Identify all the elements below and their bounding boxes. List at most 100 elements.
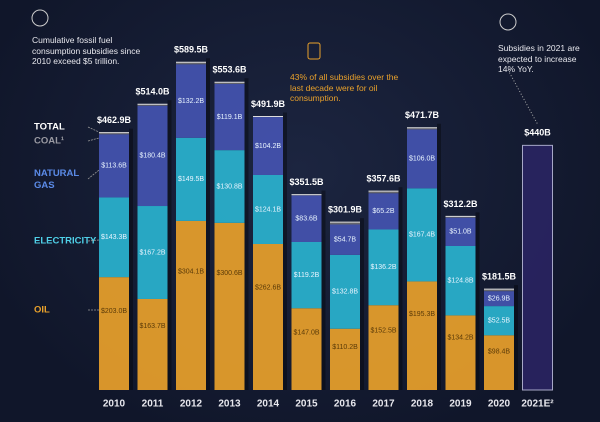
bar-segment — [330, 224, 360, 255]
bar-side — [475, 212, 480, 390]
bar-segment — [445, 217, 476, 246]
value-label: $147.0B — [293, 330, 319, 337]
pointer — [507, 69, 539, 126]
legend-label: NATURAL GAS — [34, 168, 79, 191]
value-label: $143.3B — [101, 234, 127, 241]
bar-segment — [368, 191, 399, 194]
bar-segment — [253, 243, 283, 390]
bar-segment — [445, 245, 476, 316]
bar-segment — [214, 222, 245, 390]
x-tick-label: 2016 — [334, 399, 357, 410]
value-label: $300.6B — [216, 270, 242, 277]
bar-side — [437, 123, 441, 390]
value-label: $124.1B — [255, 206, 281, 213]
value-label: $134.2B — [447, 335, 473, 342]
x-tick-label: 2010 — [103, 399, 126, 410]
value-label: $106.0B — [409, 156, 435, 163]
annotation: Cumulative fossil fuel consumption subsi… — [32, 35, 141, 66]
bar-segment — [330, 328, 360, 390]
bar-side — [360, 218, 364, 390]
bar-segment — [99, 132, 129, 135]
bar-side — [167, 100, 172, 390]
value-label: $26.9B — [488, 295, 511, 302]
bar-segment — [368, 305, 399, 390]
bar-segment — [99, 277, 129, 390]
bar-segment — [445, 315, 476, 390]
bar-segment — [445, 216, 476, 218]
value-label: $104.2B — [255, 143, 281, 150]
value-label: $149.5B — [178, 176, 204, 183]
icon-factory — [499, 13, 517, 31]
x-tick-label: 2012 — [180, 399, 203, 410]
legend-leader — [87, 126, 100, 133]
bar-segment — [176, 137, 206, 221]
total-label: $553.6B — [212, 65, 247, 75]
bar-segment — [137, 104, 168, 106]
total-label: $301.9B — [328, 205, 363, 215]
value-label: $113.6B — [101, 163, 127, 170]
icon-coin — [31, 9, 49, 27]
bar-segment — [291, 308, 322, 390]
value-label: $119.2B — [294, 272, 320, 279]
legend-leader — [87, 137, 100, 142]
legend-line: GAS — [34, 180, 55, 191]
bar-segment — [291, 195, 322, 242]
value-label: $167.2B — [139, 249, 165, 256]
value-label: $262.6B — [255, 285, 281, 292]
value-label: $132.8B — [332, 289, 358, 296]
legend-line: NATURAL — [34, 168, 79, 179]
x-tick-label: 2011 — [142, 399, 164, 410]
bar-segment — [368, 229, 399, 306]
x-tick-label: 2017 — [372, 399, 395, 410]
x-tick-label: 2014 — [257, 399, 280, 410]
x-tick-label: 2018 — [411, 399, 434, 410]
value-label: $203.0B — [101, 308, 127, 315]
total-label: $491.9B — [251, 99, 286, 109]
bar-side — [283, 112, 287, 390]
total-label: $514.0B — [135, 87, 170, 97]
bar-segment — [253, 174, 283, 244]
x-tick-label: 2013 — [218, 399, 241, 410]
bar-segment — [368, 193, 399, 230]
value-label: $163.7B — [139, 323, 165, 330]
value-label: $152.5B — [370, 327, 396, 334]
value-label: $304.1B — [178, 268, 204, 275]
bar-segment — [176, 64, 206, 138]
x-tick-label: 2020 — [488, 399, 511, 410]
icon-barrel — [307, 42, 321, 60]
bar-side — [321, 190, 326, 390]
bar-segment — [407, 188, 437, 282]
bar-side — [244, 78, 249, 391]
legend-leader — [87, 169, 100, 180]
value-label: $52.5B — [488, 318, 511, 325]
value-label: $124.8B — [447, 278, 473, 285]
value-label: $110.2B — [332, 344, 358, 351]
bar-segment — [176, 220, 206, 390]
value-label: $130.8B — [216, 183, 242, 190]
bar-segment — [214, 82, 245, 84]
bar-side — [514, 285, 518, 390]
bar-segment — [99, 134, 129, 198]
value-label: $83.6B — [295, 216, 318, 223]
bar-segment — [484, 306, 514, 336]
value-label: $167.4B — [409, 232, 435, 239]
bar-segment — [407, 127, 437, 130]
bar-segment — [176, 62, 206, 65]
legend-leader — [87, 239, 100, 242]
value-label: $132.2B — [178, 98, 204, 105]
bar-side — [398, 187, 403, 390]
bar-outline — [522, 144, 553, 391]
x-tick-label: 2015 — [295, 399, 318, 410]
bar-side — [206, 58, 210, 390]
bar-segment — [291, 241, 322, 309]
value-label: $98.4B — [488, 349, 511, 356]
annotation: 43% of all subsidies over the last decad… — [290, 72, 399, 103]
bar-segment — [484, 335, 514, 390]
total-label: $181.5B — [482, 271, 517, 281]
legend-label: TOTAL — [34, 122, 65, 133]
total-label: $471.7B — [405, 110, 440, 120]
total-label: $357.6B — [366, 174, 401, 184]
total-label: $440B — [524, 128, 551, 138]
